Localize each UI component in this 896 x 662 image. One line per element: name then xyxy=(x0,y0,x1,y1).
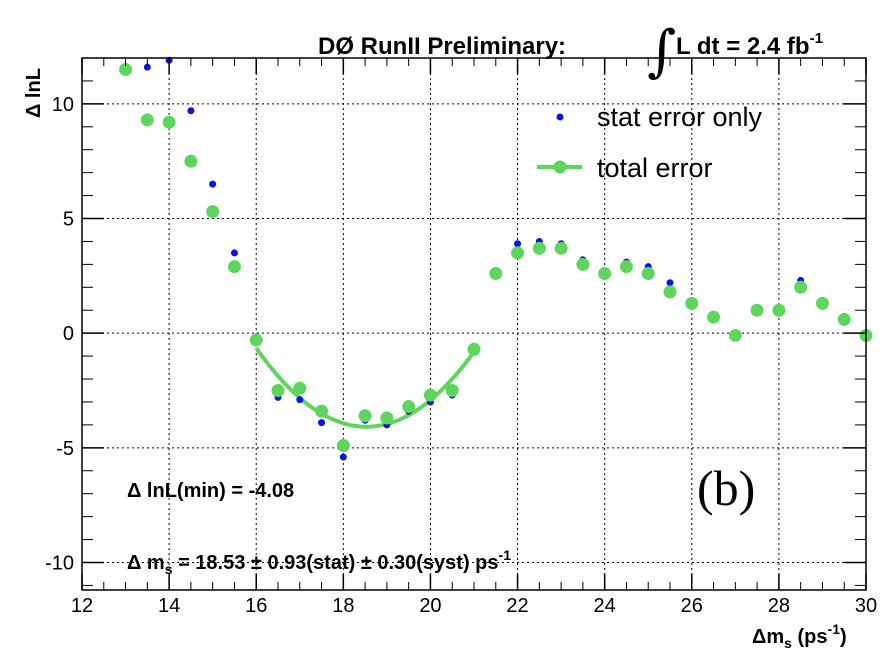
x-tick-label: 28 xyxy=(768,595,790,617)
total-point xyxy=(663,285,677,299)
panel-label: (b) xyxy=(697,460,755,516)
total-point xyxy=(206,205,220,219)
y-tick-label: -5 xyxy=(56,438,74,460)
total-point xyxy=(119,62,133,76)
legend-total-label: total error xyxy=(597,153,713,183)
y-axis-title: Δ lnL xyxy=(23,68,45,118)
x-tick-label: 30 xyxy=(855,595,877,617)
x-tick-label: 20 xyxy=(419,595,441,617)
y-tick-label: 10 xyxy=(52,94,74,116)
total-point xyxy=(445,384,459,397)
total-point xyxy=(293,381,307,395)
integral-symbol: ∫ xyxy=(647,19,676,84)
total-point xyxy=(815,296,829,310)
total-point xyxy=(598,267,612,281)
total-point xyxy=(162,115,176,129)
x-tick-label: 22 xyxy=(506,595,528,617)
total-point xyxy=(750,303,764,317)
total-point xyxy=(772,303,786,317)
stat-point xyxy=(187,107,195,115)
min-annotation: Δ lnL(min) = -4.08 xyxy=(127,480,294,502)
total-point xyxy=(315,404,329,418)
stat-point xyxy=(318,419,326,427)
total-point xyxy=(728,328,742,342)
total-point xyxy=(140,113,154,127)
y-tick-label: -10 xyxy=(45,552,74,574)
total-point xyxy=(402,400,416,414)
chart-title: DØ RunII Preliminary: xyxy=(318,33,566,60)
total-point xyxy=(271,384,285,397)
total-point xyxy=(576,257,590,271)
total-point xyxy=(837,312,851,326)
fit-curve-group xyxy=(254,346,476,429)
total-point xyxy=(554,241,568,255)
total-point xyxy=(707,310,721,324)
total-point xyxy=(423,388,437,402)
total-point xyxy=(249,333,263,347)
ms-annotation: Δ ms = 18.53 ± 0.93(stat) ± 0.30(syst) p… xyxy=(127,547,511,577)
stat-point xyxy=(666,279,674,287)
stat-point xyxy=(230,249,238,257)
total-point xyxy=(184,154,198,168)
legend-total-marker xyxy=(553,160,567,174)
total-point xyxy=(685,296,699,310)
total-point xyxy=(511,246,525,260)
legend-stat-label: stat error only xyxy=(597,102,763,132)
total-point xyxy=(619,260,633,274)
total-point xyxy=(227,260,241,274)
stat-point xyxy=(209,180,217,188)
total-point xyxy=(467,342,481,356)
luminosity-label: L dt = 2.4 fb-1 xyxy=(676,30,823,60)
y-tick-label: 5 xyxy=(63,209,74,231)
total-point xyxy=(380,411,394,425)
x-tick-label: 26 xyxy=(681,595,703,617)
grid-lines xyxy=(82,58,866,590)
total-point xyxy=(489,267,503,281)
x-tick-label: 18 xyxy=(332,595,354,617)
total-point xyxy=(358,409,372,423)
x-tick-label: 24 xyxy=(594,595,616,617)
fit-curve xyxy=(254,346,476,429)
y-tick-label: 0 xyxy=(63,323,74,345)
total-point xyxy=(336,439,350,453)
stat-point xyxy=(143,63,151,71)
total-point xyxy=(532,241,546,255)
x-tick-label: 12 xyxy=(71,595,93,617)
x-axis-title: Δms (ps-1) xyxy=(752,621,847,651)
stat-point xyxy=(339,453,347,461)
axis-ticks: 12 14 16 18 20 22 24 26 28 30 -10 -5 0 5 10 xyxy=(45,57,877,617)
legend: stat error only total error xyxy=(537,102,763,183)
x-tick-label: 16 xyxy=(245,595,267,617)
total-point xyxy=(641,267,655,281)
total-point xyxy=(794,280,808,294)
stat-point xyxy=(514,240,522,248)
legend-stat-marker xyxy=(556,113,564,121)
x-tick-label: 14 xyxy=(158,595,180,617)
stat-point xyxy=(296,396,304,404)
total-error-points xyxy=(119,62,873,453)
